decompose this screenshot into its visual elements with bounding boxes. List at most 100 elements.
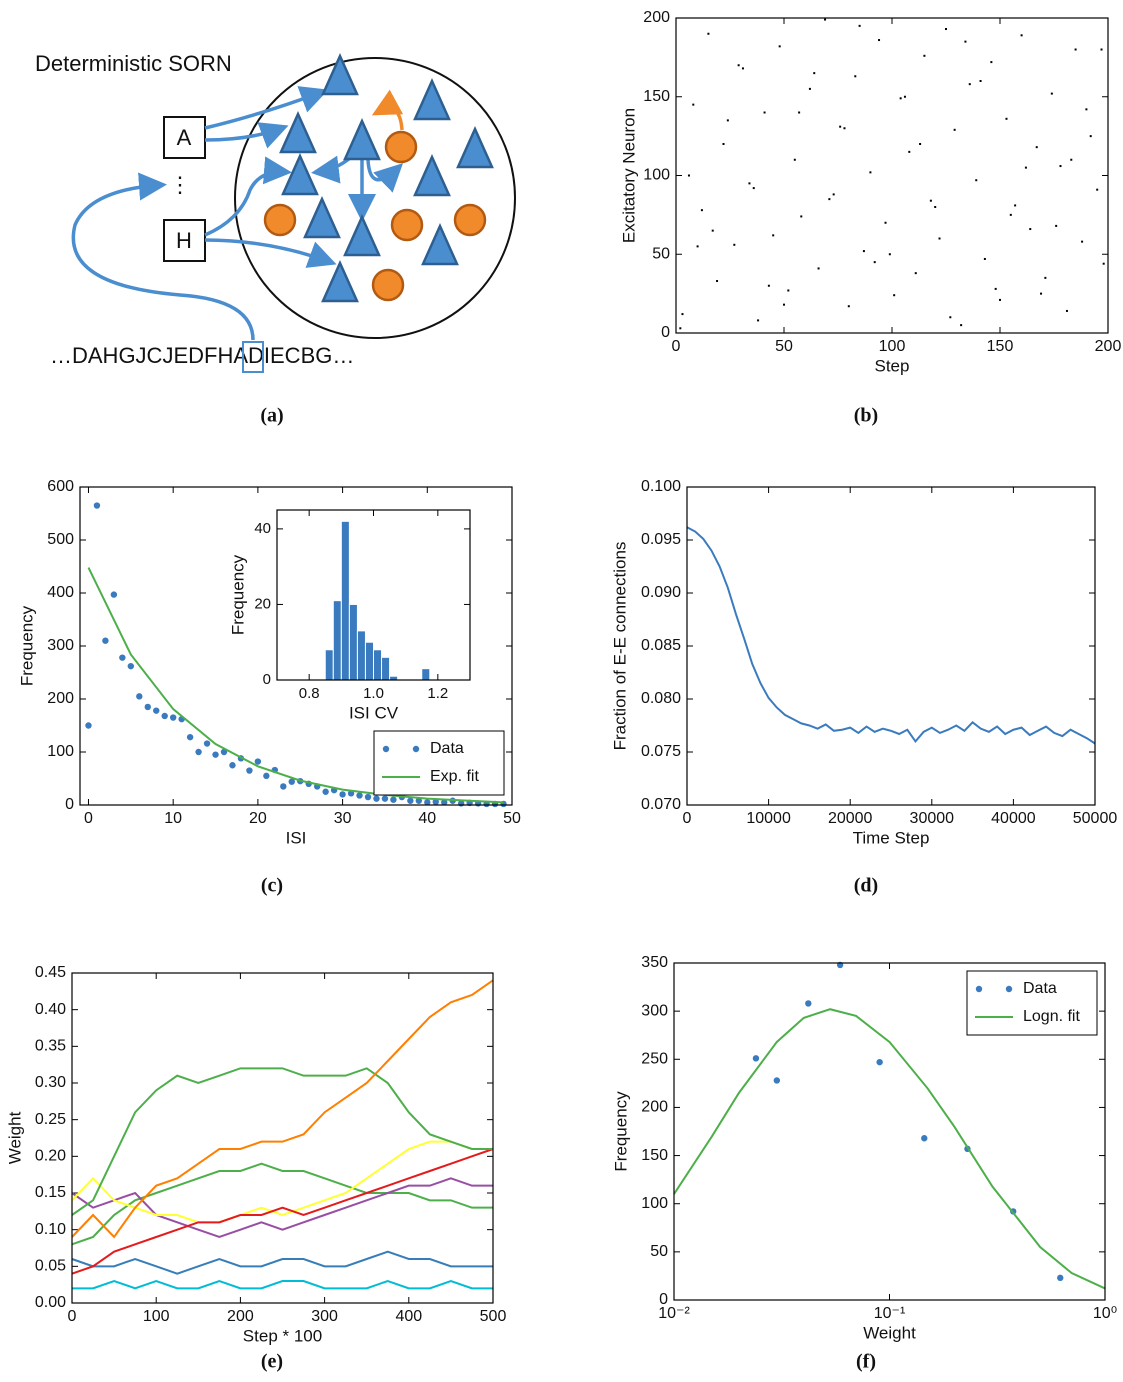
data-point xyxy=(876,1058,883,1066)
spike xyxy=(722,143,725,145)
data-line xyxy=(71,1162,493,1246)
input-label: H xyxy=(176,228,192,253)
spike xyxy=(938,237,941,240)
spike xyxy=(1055,224,1058,227)
x-tick-label: 300 xyxy=(311,1308,338,1325)
x-axis-label: Weight xyxy=(863,1323,916,1342)
x-tick-label: 0 xyxy=(68,1308,77,1325)
spike xyxy=(681,313,684,316)
spike xyxy=(1040,292,1043,295)
data-point xyxy=(127,662,135,670)
y-tick-label: 150 xyxy=(641,1147,668,1164)
legend-swatch xyxy=(975,985,983,993)
data-line xyxy=(673,1008,1106,1290)
spike xyxy=(949,316,952,319)
data-point xyxy=(153,707,160,714)
spike xyxy=(1035,146,1038,149)
y-tick-label: 40 xyxy=(254,520,271,537)
x-tick-label: 10⁻² xyxy=(658,1305,690,1322)
spike xyxy=(757,319,760,322)
y-tick-label: 0 xyxy=(659,1291,668,1308)
data-point xyxy=(805,1000,812,1007)
data-point xyxy=(381,795,389,802)
data-point xyxy=(195,748,202,756)
y-axis-label: Weight xyxy=(5,1111,24,1164)
x-axis-label: Time Step xyxy=(853,828,930,847)
spike xyxy=(808,87,811,90)
plot-area xyxy=(676,18,1108,333)
spike xyxy=(741,67,744,70)
spike xyxy=(1085,108,1088,111)
spike xyxy=(1096,188,1099,191)
y-axis-label: Fraction of E-E connections xyxy=(610,542,629,751)
x-tick-label: 20000 xyxy=(828,810,873,827)
y-tick-label: 0.45 xyxy=(35,964,66,981)
data-line xyxy=(71,1140,493,1224)
spike xyxy=(964,40,967,43)
data-point xyxy=(186,733,194,741)
y-tick-label: 0.20 xyxy=(35,1148,66,1165)
spike xyxy=(1065,309,1068,312)
y-tick-label: 0.15 xyxy=(35,1184,66,1201)
histogram-bar xyxy=(348,603,358,681)
panel-caption: (c) xyxy=(261,875,283,897)
data-point xyxy=(102,637,109,644)
spike xyxy=(1059,165,1062,168)
data-point xyxy=(373,795,380,802)
plot-frame xyxy=(79,486,513,806)
spike xyxy=(692,103,695,106)
spike xyxy=(1005,117,1008,120)
x-tick-label: 50 xyxy=(503,810,521,827)
spike xyxy=(1089,135,1092,138)
x-tick-label: 30000 xyxy=(910,810,955,827)
x-axis-label: ISI xyxy=(286,828,307,847)
panel-caption: (f) xyxy=(856,1351,876,1373)
data-line xyxy=(686,526,1096,745)
data-point xyxy=(119,654,126,661)
y-tick-label: 200 xyxy=(641,1099,668,1116)
x-tick-label: 200 xyxy=(227,1308,254,1325)
plot-frame xyxy=(686,486,1096,806)
y-tick-label: 0.100 xyxy=(641,478,681,495)
data-point xyxy=(356,792,363,799)
y-tick-label: 0.070 xyxy=(641,796,681,813)
x-tick-label: 10000 xyxy=(746,810,791,827)
legend-swatch xyxy=(412,745,420,753)
y-tick-label: 50 xyxy=(650,1243,668,1260)
data-point xyxy=(161,712,168,720)
data-point xyxy=(203,740,211,747)
panel-caption: (b) xyxy=(854,405,878,427)
plot-frame xyxy=(276,509,471,681)
y-tick-label: 500 xyxy=(47,531,74,548)
spike xyxy=(711,229,714,232)
y-tick-label: 0 xyxy=(263,671,271,688)
y-tick-label: 250 xyxy=(641,1051,668,1068)
data-line xyxy=(72,1279,493,1290)
spike xyxy=(763,111,766,114)
spike xyxy=(990,61,993,64)
network-circle xyxy=(234,57,516,339)
histogram-bar xyxy=(364,641,375,681)
spike xyxy=(1024,166,1027,169)
diagram: Deterministic SORN A ⋮ H …DAHGJCJEDFHADI… xyxy=(35,51,516,373)
y-tick-label: 0 xyxy=(661,324,670,341)
panel-caption: (e) xyxy=(261,1351,283,1373)
y-tick-label: 0.090 xyxy=(641,584,681,601)
histogram-bar xyxy=(340,520,350,681)
data-point xyxy=(169,714,177,721)
spike xyxy=(843,127,846,130)
histogram-bar xyxy=(381,656,391,681)
input-label: A xyxy=(177,125,192,150)
spike xyxy=(817,267,820,270)
spike xyxy=(1020,34,1023,37)
data-point xyxy=(246,767,253,774)
spike xyxy=(783,303,785,306)
x-tick-label: 0 xyxy=(683,810,692,827)
x-axis-label: ISI CV xyxy=(349,703,399,722)
y-tick-label: 100 xyxy=(641,1195,668,1212)
input-box xyxy=(163,219,206,262)
spike xyxy=(953,128,956,131)
spike xyxy=(983,257,986,260)
